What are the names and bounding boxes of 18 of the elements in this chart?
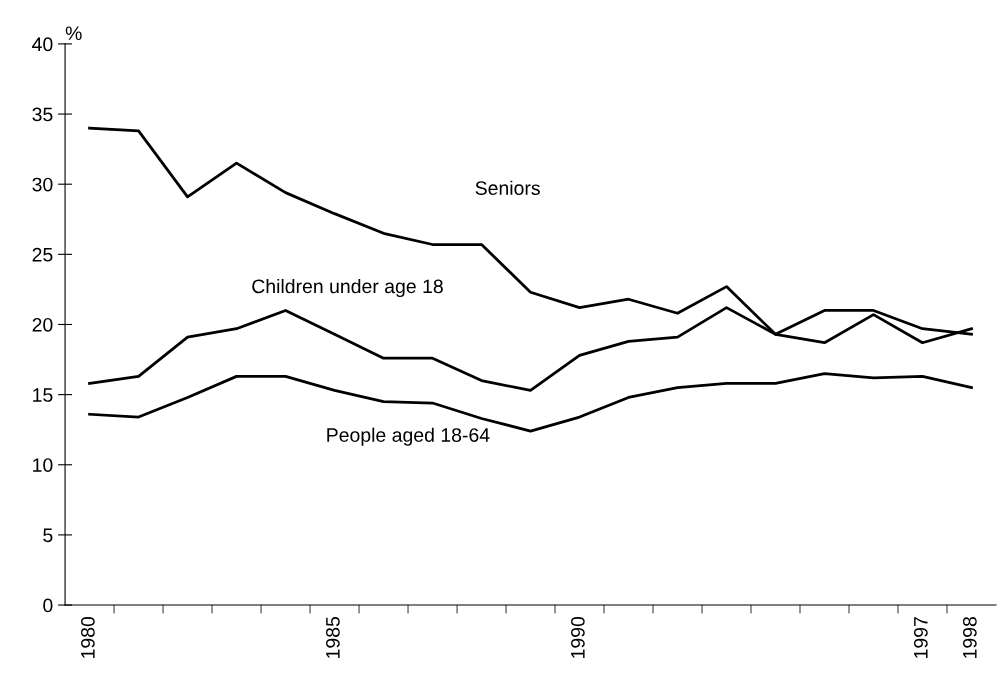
x-tick-label: 1997	[913, 617, 928, 658]
y-tick-label: 0	[43, 598, 53, 613]
x-tick-label: 1985	[326, 616, 340, 658]
y-tick-label: 5	[43, 528, 53, 543]
y-tick-label: 25	[32, 247, 53, 262]
y-tick-label: 10	[33, 458, 53, 472]
series-label: People aged 18-64	[327, 427, 490, 446]
y-tick-label: 35	[32, 107, 53, 122]
x-tick-label: 1980	[81, 616, 95, 658]
x-tick-label: 1998	[962, 617, 977, 658]
text: Seniors	[475, 180, 540, 196]
y-axis-title: %	[65, 26, 82, 40]
x-tick-label: 1990	[570, 616, 585, 658]
y-tick-label: 15	[33, 388, 53, 402]
y-tick-label: 20	[32, 317, 53, 332]
y-tick-label: 30	[32, 177, 53, 192]
y-tick-label: 40	[32, 37, 53, 52]
series-label: Children under age 18	[252, 278, 443, 298]
